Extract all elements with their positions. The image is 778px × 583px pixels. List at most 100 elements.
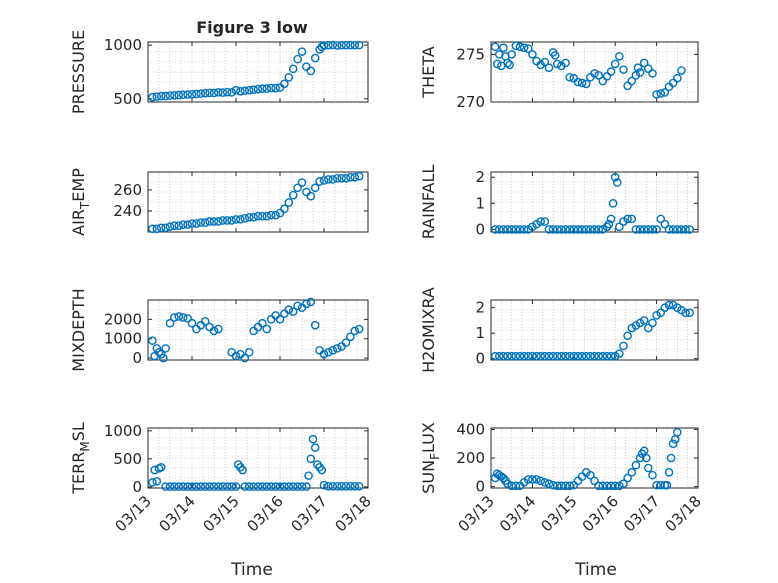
data-point (561, 58, 570, 68)
data-point (205, 217, 214, 226)
data-point (490, 351, 500, 361)
data-point (590, 351, 599, 361)
data-point (652, 480, 661, 490)
data-point (324, 175, 333, 184)
axes-frame (490, 171, 699, 233)
data-point (324, 347, 333, 357)
data-point (266, 83, 276, 93)
data-point (244, 347, 254, 357)
data-point (681, 225, 690, 234)
y-tick-label: 2 (475, 299, 485, 317)
data-point (266, 210, 276, 220)
data-point (280, 204, 289, 214)
data-point (515, 351, 525, 361)
data-point (639, 58, 649, 68)
data-point (332, 344, 342, 353)
data-point (565, 72, 574, 82)
data-point (685, 308, 695, 318)
data-point (280, 482, 289, 491)
x-tick-label: 03/13 (455, 492, 498, 535)
data-point (293, 301, 302, 311)
data-point (492, 59, 502, 69)
data-point (258, 211, 267, 221)
data-point (315, 177, 324, 186)
data-point (673, 427, 682, 437)
y-tick-label: 260 (113, 181, 142, 199)
data-point (519, 351, 529, 361)
data-point (231, 85, 241, 95)
data-point (324, 40, 333, 50)
data-point (536, 351, 545, 361)
data-point (627, 467, 637, 477)
data-point (648, 318, 657, 328)
data-point (635, 453, 645, 463)
data-point (602, 351, 612, 361)
data-point (354, 324, 364, 334)
data-point (306, 66, 316, 76)
data-point (187, 219, 197, 228)
data-point (240, 353, 250, 363)
axes-frame (490, 41, 699, 103)
data-point (200, 482, 210, 491)
axes-frame (147, 171, 369, 233)
data-point (499, 225, 508, 234)
y-tick-label: 1000 (104, 422, 142, 440)
subplot-4: 0 1 2 RAINFALL (419, 165, 699, 239)
data-point (170, 91, 179, 100)
data-point (328, 346, 338, 355)
data-point (297, 482, 307, 491)
data-point (652, 90, 661, 99)
data-point (337, 40, 346, 50)
data-point (507, 481, 517, 491)
data-point (165, 482, 175, 491)
data-point (670, 435, 680, 444)
data-point (490, 42, 500, 52)
data-point (619, 479, 628, 489)
data-point (668, 439, 678, 449)
data-point (337, 482, 346, 491)
data-point (511, 41, 521, 51)
data-point (253, 211, 263, 221)
data-point (594, 71, 603, 80)
data-point (161, 344, 170, 353)
data-point (350, 40, 360, 50)
data-point (227, 482, 236, 491)
data-point (159, 353, 168, 363)
data-point (262, 84, 272, 93)
subplot-2: 270 275 THETA (419, 41, 699, 111)
data-point (200, 316, 210, 326)
data-point (328, 40, 338, 50)
data-point (148, 336, 157, 345)
data-point (192, 219, 201, 228)
data-point (337, 174, 346, 183)
data-point (196, 482, 206, 491)
data-point (280, 309, 289, 318)
data-point (341, 174, 351, 183)
data-point (306, 297, 316, 307)
x-tick-label: 03/16 (579, 492, 622, 535)
data-point (152, 224, 162, 234)
data-point (648, 69, 657, 78)
data-point (187, 89, 197, 99)
data-point (275, 482, 285, 491)
data-point (350, 326, 360, 336)
data-point (586, 470, 595, 480)
data-point (209, 326, 219, 336)
data-point (183, 90, 192, 99)
data-point (673, 225, 682, 234)
data-point (635, 225, 645, 234)
data-point (148, 92, 157, 102)
data-point (544, 63, 554, 73)
data-point (183, 220, 192, 229)
data-point (573, 225, 583, 234)
data-point (631, 460, 641, 470)
data-point (494, 351, 504, 361)
data-point (288, 190, 298, 200)
data-point (664, 300, 674, 310)
data-point (249, 85, 258, 94)
data-point (623, 81, 632, 91)
y-tick-label: 2 (475, 168, 485, 186)
data-point (623, 214, 632, 224)
data-point (183, 314, 192, 323)
data-point (552, 59, 562, 69)
